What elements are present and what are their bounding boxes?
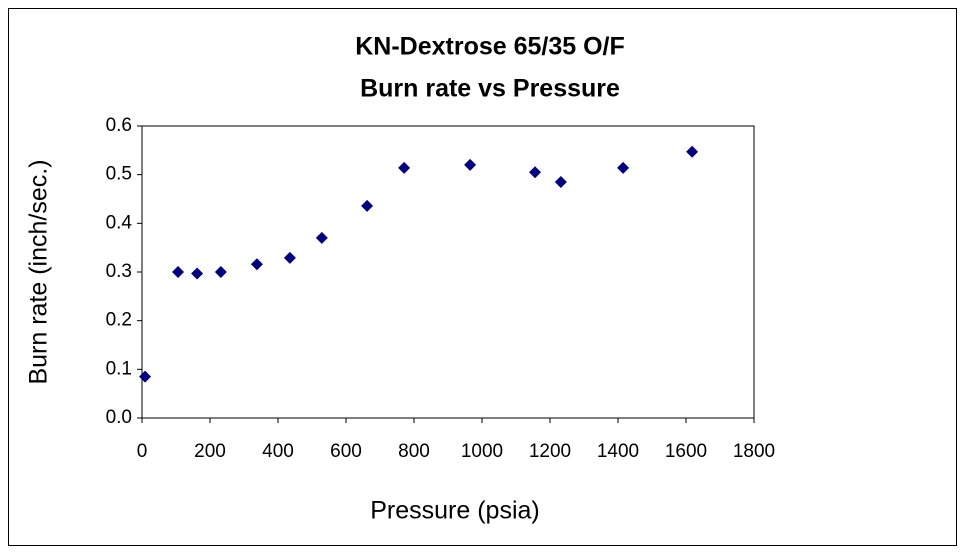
point [617, 161, 630, 174]
x-tick-label: 1600 [665, 441, 707, 462]
y-tick-label: 0.4 [106, 212, 133, 233]
x-axis-label: Pressure (psia) [370, 497, 540, 525]
point [464, 158, 477, 171]
y-tick-label: 0.3 [106, 261, 132, 282]
point [250, 258, 263, 271]
y-tick-label: 0.1 [106, 358, 132, 379]
y-tick-label: 0.6 [106, 115, 132, 136]
x-tick-label: 600 [330, 441, 362, 462]
point [361, 199, 374, 212]
chart-title: KN-Dextrose 65/35 O/F [355, 33, 625, 61]
x-tick-label: 800 [398, 441, 430, 462]
point [214, 266, 227, 278]
x-tick-label: 1400 [597, 441, 639, 462]
chart-title: Burn rate vs Pressure [360, 75, 620, 103]
point [191, 267, 204, 280]
point [686, 145, 699, 158]
y-tick-label: 0.5 [106, 164, 132, 185]
x-tick-label: 1800 [733, 441, 775, 462]
x-tick-label: 0 [137, 441, 148, 462]
point [554, 175, 567, 188]
point [315, 231, 328, 244]
point [283, 251, 296, 264]
y-tick-label: 0.0 [106, 407, 132, 428]
x-tick-label: 1200 [529, 441, 571, 462]
y-tick-label: 0.2 [106, 310, 132, 331]
point [529, 166, 542, 179]
x-tick-label: 200 [194, 441, 226, 462]
y-axis-label: Burn rate (inch/sec.) [25, 159, 53, 384]
point [139, 370, 152, 383]
x-tick-label: 400 [262, 441, 294, 462]
point [398, 161, 411, 174]
x-tick-label: 1000 [461, 441, 503, 462]
chart-frame [8, 8, 957, 546]
point [172, 266, 185, 278]
